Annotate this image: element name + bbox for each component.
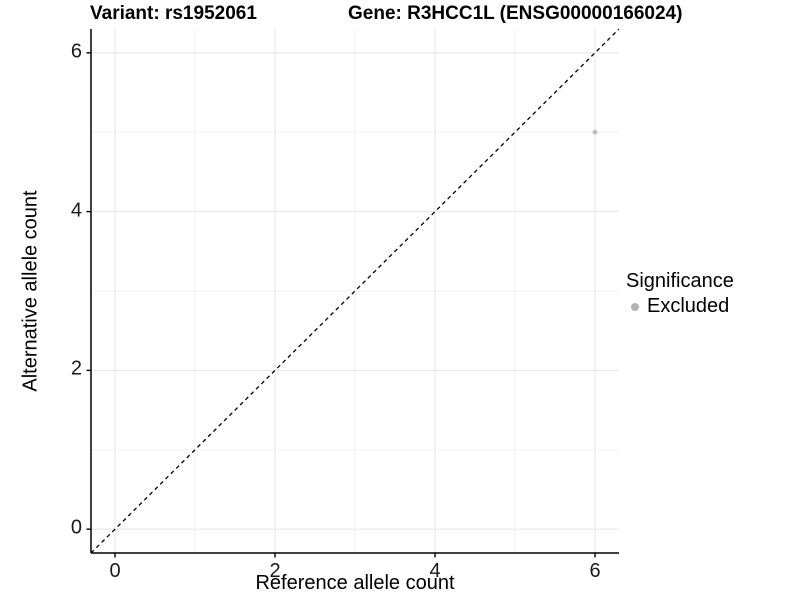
legend-title: Significance: [626, 270, 734, 292]
variant-title: Variant: rs1952061: [90, 3, 257, 24]
x-tick-label: 6: [589, 560, 601, 582]
y-tick-label: 2: [70, 357, 82, 380]
y-axis-title: Alternative allele count: [19, 190, 42, 392]
x-tick-label: 0: [109, 560, 121, 582]
x-tick-label: 4: [429, 560, 441, 582]
legend-point-icon: [631, 302, 639, 311]
y-tick-label: 6: [70, 40, 82, 63]
legend: Significance Excluded: [626, 270, 734, 318]
legend-entry: Excluded: [626, 295, 734, 318]
y-tick-label: 0: [70, 516, 82, 539]
y-tick-label: 4: [70, 198, 82, 221]
gene-title: Gene: R3HCC1L (ENSG00000166024): [348, 3, 683, 24]
plot-svg: [86, 28, 620, 558]
data-point: [592, 129, 598, 135]
identity-line: [90, 28, 620, 554]
legend-entry-label: Excluded: [647, 295, 730, 317]
legend-key: [626, 298, 644, 316]
x-axis-title: Reference allele count: [255, 572, 455, 594]
x-tick-label: 2: [269, 560, 281, 582]
chart-panel: [86, 28, 620, 558]
